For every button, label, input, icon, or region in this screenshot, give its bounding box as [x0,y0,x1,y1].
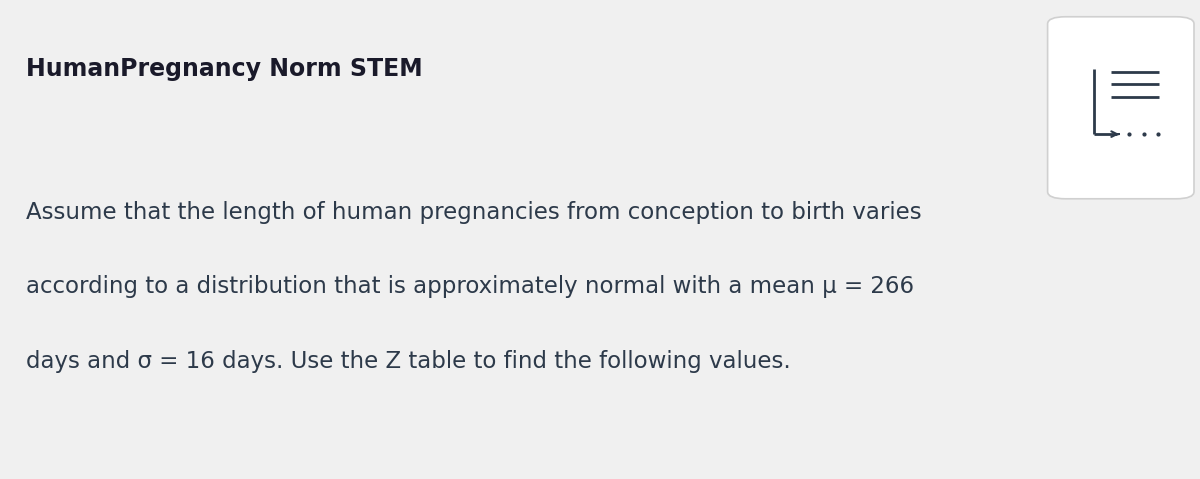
Text: according to a distribution that is approximately normal with a mean μ = 266: according to a distribution that is appr… [26,275,914,298]
Text: HumanPregnancy Norm STEM: HumanPregnancy Norm STEM [26,57,424,81]
Text: days and σ = 16 days. Use the Z table to find the following values.: days and σ = 16 days. Use the Z table to… [26,350,791,373]
Text: Assume that the length of human pregnancies from conception to birth varies: Assume that the length of human pregnanc… [26,201,922,224]
FancyBboxPatch shape [1048,17,1194,199]
